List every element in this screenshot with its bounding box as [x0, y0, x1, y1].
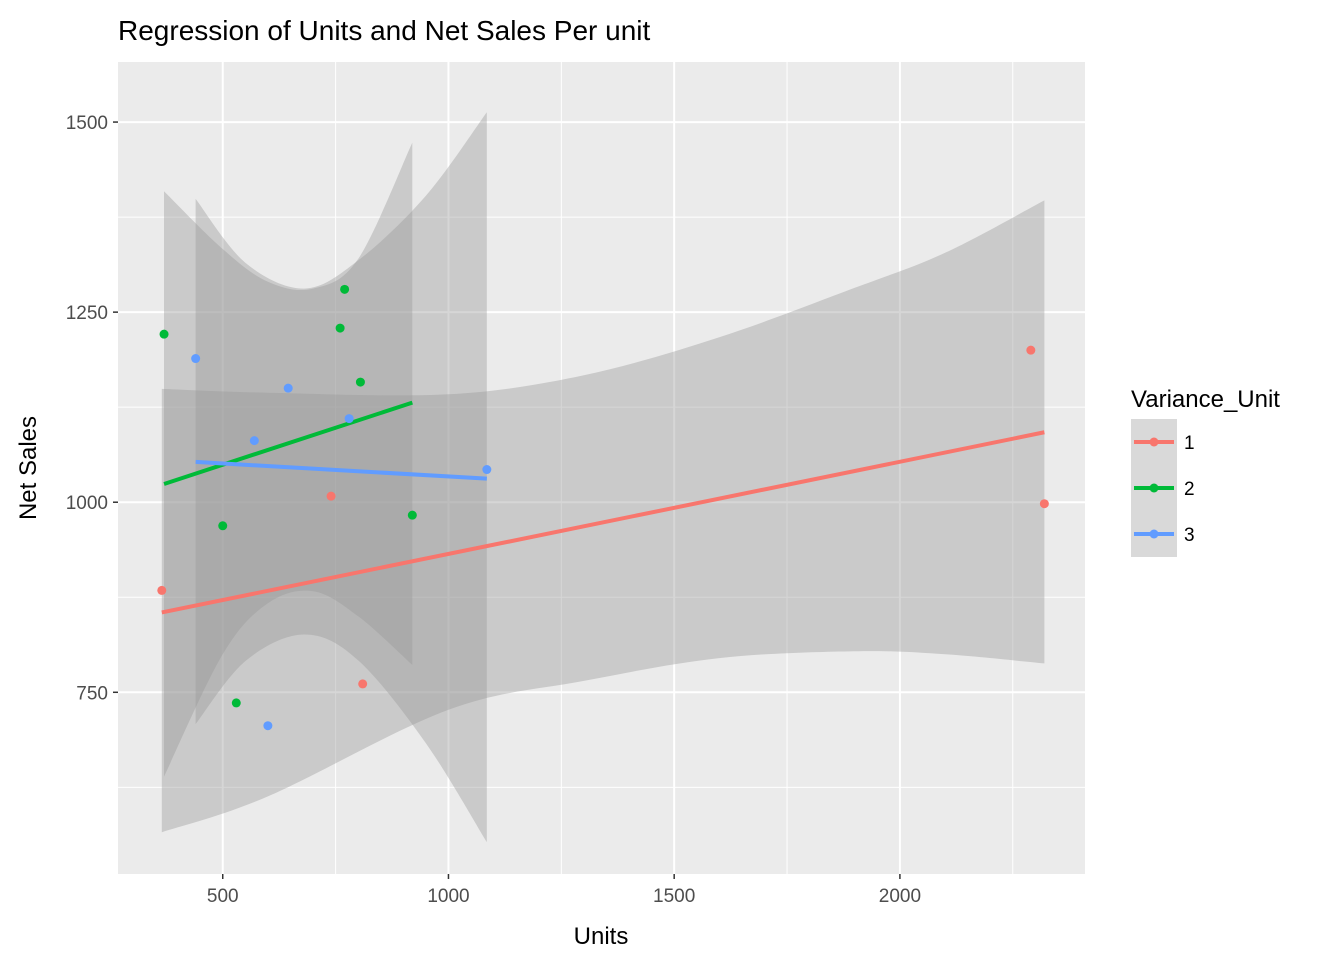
data-point-2: [159, 329, 169, 339]
data-point-3: [249, 436, 259, 446]
y-axis: 750 1000 1250 1500: [66, 113, 118, 704]
legend: Variance_Unit 1 2 3: [1131, 386, 1280, 557]
legend-label-2: 2: [1184, 479, 1195, 500]
data-point-2: [218, 521, 228, 531]
legend-key-point-3: [1149, 529, 1159, 539]
data-point-3: [344, 414, 354, 424]
x-axis: 500 1000 1500 2000: [207, 874, 921, 907]
regression-line-1: [161, 430, 1045, 615]
legend-title: Variance_Unit: [1131, 386, 1280, 413]
data-points: [157, 284, 1049, 731]
y-tick-label: 1000: [66, 493, 108, 514]
confidence-band-3: [195, 112, 487, 843]
confidence-band-1: [161, 200, 1045, 833]
y-tick-label: 1500: [66, 113, 108, 134]
x-axis-title: Units: [574, 923, 629, 950]
x-tick-label: 1000: [427, 886, 469, 907]
regression-line-3: [195, 459, 487, 481]
legend-keys: 1 2 3: [1131, 419, 1195, 557]
data-point-2: [355, 377, 365, 387]
y-tick-label: 750: [76, 683, 108, 704]
chart-title: Regression of Units and Net Sales Per un…: [118, 15, 650, 46]
data-point-1: [157, 585, 167, 595]
confidence-bands: [161, 112, 1045, 843]
x-tick-label: 2000: [879, 886, 921, 907]
y-tick-label: 1250: [66, 303, 108, 324]
data-point-1: [326, 491, 336, 501]
regression-line-2: [163, 400, 413, 486]
legend-label-3: 3: [1184, 525, 1195, 546]
data-point-3: [482, 465, 492, 475]
confidence-band-2: [164, 142, 413, 777]
y-axis-title: Net Sales: [15, 416, 42, 520]
legend-key-point-1: [1149, 437, 1159, 447]
data-point-3: [191, 354, 201, 364]
regression-lines: [161, 400, 1045, 615]
x-tick-label: 500: [207, 886, 239, 907]
data-point-3: [283, 383, 293, 393]
grid-minor: [118, 62, 1085, 874]
data-point-1: [358, 679, 368, 689]
grid-major: [118, 62, 1085, 874]
data-point-2: [407, 510, 417, 520]
legend-label-1: 1: [1184, 433, 1195, 454]
data-point-1: [1039, 499, 1049, 509]
x-tick-label: 1500: [653, 886, 695, 907]
data-point-1: [1026, 345, 1036, 355]
data-point-3: [263, 721, 273, 731]
data-point-2: [335, 323, 345, 333]
data-point-2: [231, 698, 241, 708]
legend-key-point-2: [1149, 483, 1159, 493]
data-point-2: [340, 284, 350, 294]
